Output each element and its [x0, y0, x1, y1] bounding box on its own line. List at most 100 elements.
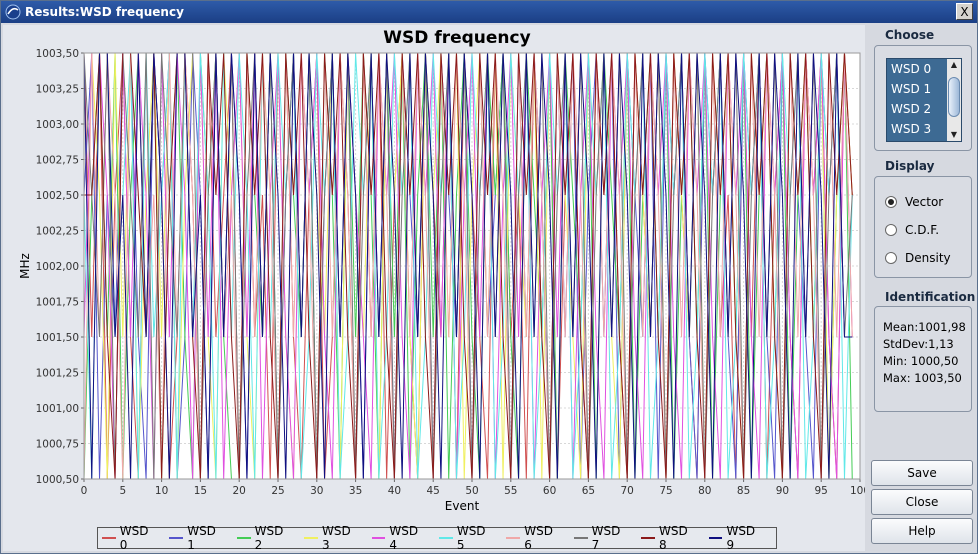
- x-tick-label: 0: [81, 485, 88, 497]
- series-line-wsd9: [83, 52, 853, 480]
- x-tick-label: 45: [427, 485, 440, 497]
- group-item-wsd1[interactable]: WSD 1: [891, 82, 932, 96]
- legend-item: WSD 3: [304, 524, 361, 552]
- group-list[interactable]: WSD 0 WSD 1 WSD 2 WSD 3 ▲ ▼: [886, 58, 962, 142]
- group-item-wsd3[interactable]: WSD 3: [891, 122, 932, 136]
- x-tick-label: 5: [119, 485, 126, 497]
- x-tick-label: 90: [776, 485, 789, 497]
- app-logo-icon: [5, 4, 21, 20]
- scroll-thumb[interactable]: [948, 77, 960, 117]
- display-option-label: Density: [905, 251, 951, 265]
- legend-swatch: [439, 537, 453, 539]
- stat-min: Min: 1000,50: [883, 354, 959, 368]
- legend-item: WSD 2: [236, 524, 294, 552]
- legend-item: WSD 5: [439, 524, 496, 552]
- y-tick-label: 1003,25: [36, 84, 79, 96]
- frequency-chart: WSD frequency 1003,50 1003,25 1003,00 1002,7…: [18, 28, 870, 513]
- x-tick-label: 75: [659, 485, 672, 497]
- legend-swatch: [102, 537, 116, 539]
- group-item-wsd0[interactable]: WSD 0: [891, 62, 932, 76]
- y-tick-label: 1002,00: [36, 261, 79, 273]
- group-list-scrollbar[interactable]: ▲ ▼: [947, 59, 961, 141]
- x-tick-label: 80: [698, 485, 711, 497]
- legend-label: WSD 7: [591, 524, 621, 552]
- legend-label: WSD 5: [456, 524, 486, 552]
- x-tick-label: 25: [271, 485, 284, 497]
- y-axis-label: MHz: [18, 253, 32, 279]
- stat-max: Max: 1003,50: [883, 371, 962, 385]
- legend-swatch: [169, 537, 184, 539]
- display-option-label: Vector: [905, 195, 944, 209]
- legend-label: WSD 6: [524, 524, 553, 552]
- title-bar[interactable]: Results:WSD frequency X: [1, 1, 977, 23]
- x-tick-label: 55: [504, 485, 517, 497]
- y-tick-label: 1003,50: [36, 48, 79, 60]
- x-tick-label: 100: [850, 485, 865, 497]
- legend-swatch: [506, 537, 521, 539]
- help-button[interactable]: Help: [871, 518, 973, 544]
- window-title: Results:WSD frequency: [25, 5, 184, 19]
- legend-label: WSD 0: [119, 524, 149, 552]
- legend-swatch: [641, 537, 656, 539]
- identification-title: Identification: [885, 290, 976, 304]
- y-tick-label: 1001,50: [36, 332, 79, 344]
- display-option-density[interactable]: Density: [885, 251, 951, 265]
- display-title: Display: [885, 159, 935, 173]
- x-tick-label: 40: [388, 485, 401, 497]
- x-tick-label: 15: [194, 485, 207, 497]
- y-tick-label: 1002,50: [36, 190, 79, 202]
- y-tick-label: 1000,75: [36, 439, 79, 451]
- radio-density[interactable]: [885, 252, 897, 264]
- legend-item: WSD 7: [573, 524, 631, 552]
- close-button[interactable]: Close: [871, 489, 973, 515]
- x-tick-label: 50: [465, 485, 478, 497]
- x-tick-label: 30: [310, 485, 323, 497]
- group-item-wsd2[interactable]: WSD 2: [891, 102, 932, 116]
- y-tick-label: 1001,25: [36, 368, 79, 380]
- identification-panel: [874, 306, 972, 412]
- radio-cdf[interactable]: [885, 224, 897, 236]
- chart-area: WSD frequency 1003,50 1003,25 1003,00 1002,7…: [3, 25, 870, 551]
- legend-label: WSD 2: [254, 524, 284, 552]
- legend-item: WSD 0: [102, 524, 159, 552]
- chart-title: WSD frequency: [383, 28, 530, 48]
- legend-item: WSD 6: [506, 524, 563, 552]
- legend-swatch: [371, 537, 386, 539]
- x-tick-label: 65: [582, 485, 595, 497]
- scroll-up-icon[interactable]: ▲: [950, 60, 958, 69]
- legend-item: WSD 9: [708, 524, 766, 552]
- radio-vector[interactable]: [885, 196, 897, 208]
- legend-item: WSD 4: [371, 524, 429, 552]
- x-tick-label: 35: [349, 485, 362, 497]
- window-close-button[interactable]: X: [956, 3, 973, 20]
- x-axis-label: Event: [445, 499, 480, 513]
- legend-swatch: [304, 537, 319, 539]
- stat-stddev: StdDev:1,13: [883, 337, 954, 351]
- display-option-cdf[interactable]: C.D.F.: [885, 223, 939, 237]
- x-tick-label: 70: [621, 485, 634, 497]
- legend-swatch: [708, 537, 723, 539]
- legend-item: WSD 8: [641, 524, 698, 552]
- legend-label: WSD 8: [659, 524, 688, 552]
- chart-legend: WSD 0 WSD 1 WSD 2 WSD 3 WSD 4 WSD 5 WSD 6 WSD 7…: [97, 524, 777, 552]
- scroll-down-icon[interactable]: ▼: [950, 130, 958, 139]
- legend-label: WSD 1: [187, 524, 216, 552]
- y-tick-label: 1002,75: [36, 155, 79, 167]
- legend-swatch: [573, 537, 588, 539]
- series-line-wsd5: [83, 52, 853, 480]
- x-tick-label: 85: [737, 485, 750, 497]
- x-tick-label: 20: [233, 485, 246, 497]
- save-button[interactable]: Save: [871, 460, 973, 486]
- display-option-vector[interactable]: Vector: [885, 195, 943, 209]
- legend-item: WSD 1: [169, 524, 226, 552]
- y-tick-label: 1002,25: [36, 226, 79, 238]
- y-tick-label: 1001,00: [36, 403, 79, 415]
- legend-swatch: [236, 537, 251, 539]
- x-tick-label: 95: [815, 485, 828, 497]
- x-tick-label: 10: [155, 485, 168, 497]
- series-line-wsd8: [84, 52, 853, 480]
- legend-label: WSD 4: [389, 524, 419, 552]
- plot-border: [83, 52, 861, 480]
- y-tick-label: 1001,75: [36, 297, 79, 309]
